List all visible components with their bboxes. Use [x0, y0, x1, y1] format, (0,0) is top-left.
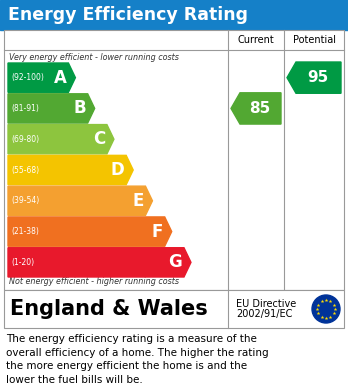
Text: E: E: [132, 192, 143, 210]
Bar: [0, 0, 348, 30]
Text: (81-91): (81-91): [11, 104, 39, 113]
Text: A: A: [54, 69, 66, 87]
Text: F: F: [151, 222, 163, 240]
Text: G: G: [168, 253, 182, 271]
Polygon shape: [8, 125, 114, 154]
Polygon shape: [287, 62, 341, 93]
Text: England & Wales: England & Wales: [10, 299, 208, 319]
Text: EU Directive: EU Directive: [236, 299, 296, 309]
Text: (55-68): (55-68): [11, 165, 39, 174]
Polygon shape: [8, 217, 172, 246]
Polygon shape: [8, 248, 191, 277]
Text: (21-38): (21-38): [11, 227, 39, 236]
Text: 85: 85: [250, 101, 271, 116]
Polygon shape: [8, 186, 152, 215]
Text: 95: 95: [307, 70, 329, 85]
Text: Not energy efficient - higher running costs: Not energy efficient - higher running co…: [9, 277, 179, 286]
Text: B: B: [73, 99, 86, 117]
Text: (92-100): (92-100): [11, 73, 44, 82]
Polygon shape: [8, 94, 95, 123]
Text: (69-80): (69-80): [11, 135, 39, 144]
Polygon shape: [231, 93, 281, 124]
Text: The energy efficiency rating is a measure of the
overall efficiency of a home. T: The energy efficiency rating is a measur…: [6, 334, 269, 385]
Text: 2002/91/EC: 2002/91/EC: [236, 309, 292, 319]
Text: (39-54): (39-54): [11, 196, 39, 205]
Bar: [4, 290, 344, 328]
Polygon shape: [8, 63, 76, 92]
Text: Very energy efficient - lower running costs: Very energy efficient - lower running co…: [9, 53, 179, 62]
Text: C: C: [93, 130, 105, 148]
Text: Energy Efficiency Rating: Energy Efficiency Rating: [8, 6, 248, 24]
Circle shape: [312, 295, 340, 323]
Text: Current: Current: [238, 35, 274, 45]
Text: Potential: Potential: [293, 35, 335, 45]
Text: D: D: [110, 161, 124, 179]
Bar: [4, 30, 344, 290]
Text: (1-20): (1-20): [11, 258, 34, 267]
Polygon shape: [8, 155, 133, 185]
